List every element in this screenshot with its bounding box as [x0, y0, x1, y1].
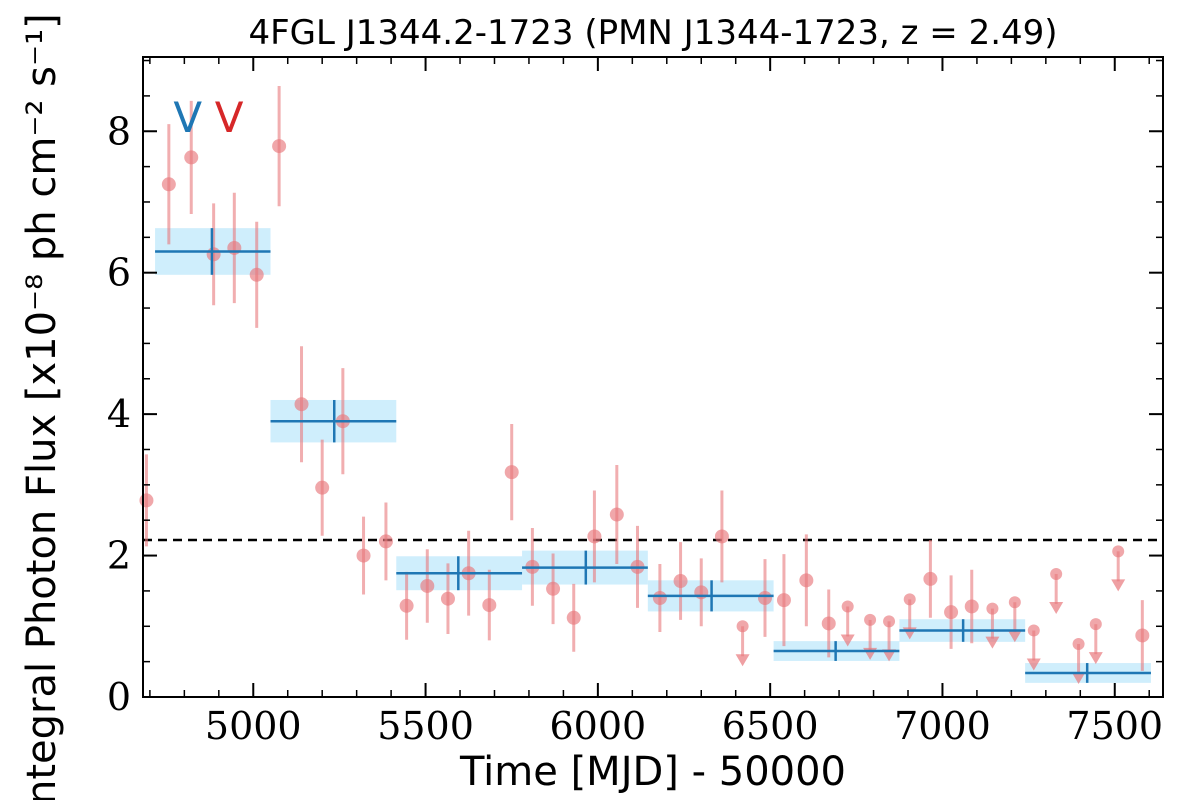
upper-limit-point	[1072, 637, 1085, 650]
flux-point	[249, 267, 264, 282]
flux-point	[923, 571, 938, 586]
flux-point	[420, 578, 435, 593]
upper-limit-arrow	[1111, 579, 1126, 592]
x-tick-label: 7500	[1066, 704, 1163, 748]
x-tick-label: 6500	[722, 704, 819, 748]
flux-point	[161, 177, 176, 192]
x-tick-label: 6000	[550, 704, 647, 748]
upper-limit-point	[736, 620, 749, 633]
x-tick-label: 7000	[894, 704, 991, 748]
upper-limit-arrow	[1026, 658, 1041, 671]
flux-point	[139, 493, 154, 508]
flux-point	[673, 574, 688, 589]
upper-limit-point	[1027, 624, 1040, 637]
y-tick-label: 0	[107, 675, 131, 719]
flux-point	[652, 590, 667, 605]
flux-point	[757, 590, 772, 605]
flux-point	[440, 591, 455, 606]
upper-limit-arrow	[1049, 601, 1064, 614]
upper-limit-arrow	[1088, 652, 1103, 665]
flux-point	[378, 534, 393, 549]
flux-point	[504, 465, 519, 480]
flare-marker: V	[173, 93, 202, 142]
x-tick-label: 5500	[377, 704, 474, 748]
upper-limit-arrow	[1071, 671, 1086, 684]
flux-point	[482, 598, 497, 613]
upper-limit-point	[841, 600, 854, 613]
flux-point	[272, 139, 287, 154]
flux-point	[184, 150, 199, 165]
flux-point	[609, 507, 624, 522]
flux-point	[399, 598, 414, 613]
flux-point	[546, 581, 561, 596]
flux-point	[776, 593, 791, 608]
y-axis-label: Integral Photon Flux [x10⁻⁸ ph cm⁻² s⁻¹]	[19, 13, 65, 800]
chart-title: 4FGL J1344.2-1723 (PMN J1344-1723, z = 2…	[248, 13, 1057, 53]
flux-point	[206, 247, 221, 262]
flux-point	[821, 616, 836, 631]
flux-point	[964, 599, 979, 614]
upper-limit-arrow	[840, 634, 855, 647]
x-tick-label: 5000	[205, 704, 302, 748]
flux-point	[315, 480, 330, 495]
y-tick-label: 2	[107, 534, 131, 578]
flux-point	[227, 240, 242, 255]
y-tick-label: 8	[107, 109, 131, 153]
upper-limit-arrow	[985, 636, 1000, 649]
upper-limit-arrow	[1007, 630, 1022, 643]
upper-limit-point	[1008, 596, 1021, 609]
upper-limit-point	[903, 593, 916, 606]
flux-point	[356, 548, 371, 563]
flux-point	[714, 529, 729, 544]
upper-limit-point	[1112, 545, 1125, 558]
upper-limit-point	[864, 613, 877, 626]
plot-area: V V 5000 5500 6000 6500 7000 7500 0 2 4 6 8	[107, 56, 1164, 748]
upper-limit-point	[1089, 618, 1102, 631]
flux-point	[694, 585, 709, 600]
flux-point	[294, 397, 309, 412]
plot-frame	[142, 56, 1164, 698]
flux-point	[1135, 628, 1150, 643]
x-axis-label: Time [MJD] - 50000	[459, 749, 846, 795]
flux-point	[566, 610, 581, 625]
y-tick-label: 4	[107, 392, 131, 436]
upper-limit-arrow	[735, 654, 750, 667]
upper-limit-point	[1050, 567, 1063, 580]
y-tick-label: 6	[107, 251, 131, 295]
upper-limit-arrow	[882, 649, 897, 662]
flux-point	[944, 605, 959, 620]
upper-limit-point	[883, 615, 896, 628]
flux-point	[799, 573, 814, 588]
flux-point	[587, 529, 602, 544]
flare-marker: V	[215, 93, 244, 142]
upper-limit-point	[986, 602, 999, 615]
